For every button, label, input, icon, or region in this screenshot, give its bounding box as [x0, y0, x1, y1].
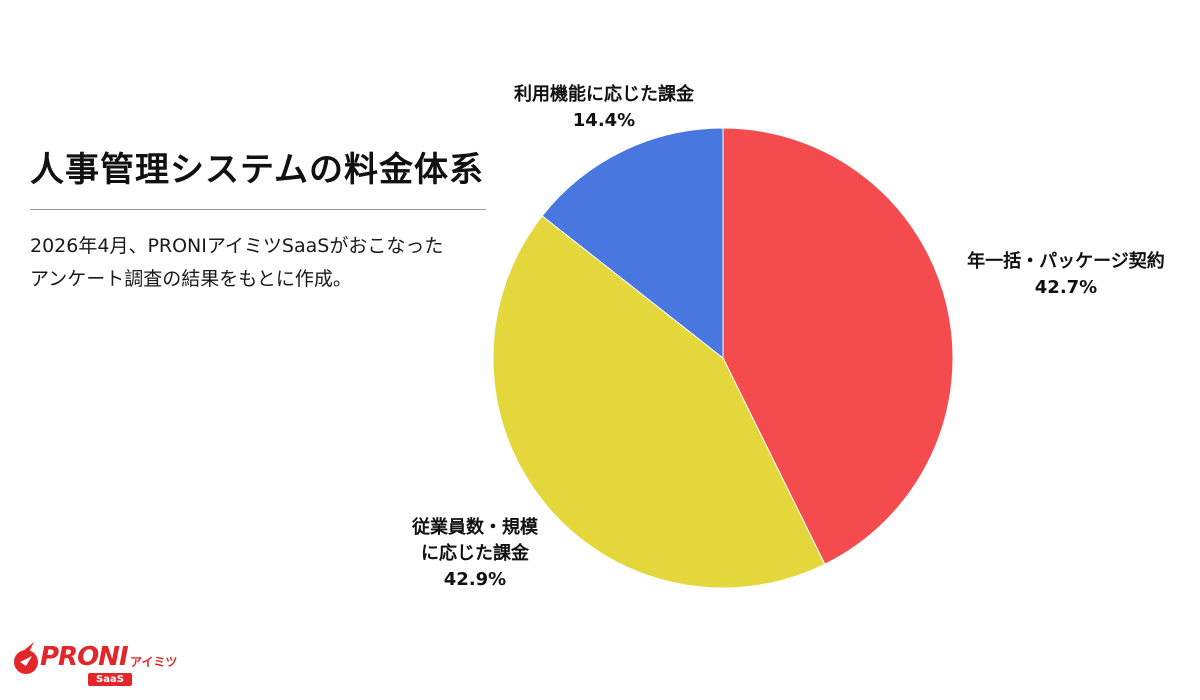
slice-1-category-label: 年一括・パッケージ契約	[967, 250, 1165, 272]
slice-1-value-label: 42.7%	[1035, 277, 1097, 298]
title-divider	[30, 209, 486, 210]
pie-slice-1	[722, 127, 954, 565]
slice-2-category-label: 従業員数・規模	[411, 516, 539, 538]
logo-kana: アイミツ	[130, 655, 178, 669]
slice-3-value-label: 14.4%	[573, 110, 635, 131]
slice-3-category-label: 利用機能に応じた課金	[514, 83, 695, 105]
logo-saas-badge: SaaS	[88, 673, 132, 686]
pie-slice-2	[492, 215, 826, 589]
page-title: 人事管理システムの料金体系	[30, 150, 484, 190]
slice-2-category-label: に応じた課金	[421, 542, 530, 564]
brand-logo: PRONI アイミツ SaaS	[12, 636, 182, 690]
description: 2026年4月、PRONIアイミツSaaSがおこなった アンケート調査の結果をも…	[30, 230, 490, 296]
logo-mark-icon	[14, 642, 38, 674]
pie-slice-3	[541, 127, 724, 360]
slice-2-value-label: 42.9%	[444, 569, 506, 590]
description-line-1: 2026年4月、PRONIアイミツSaaSがおこなった	[30, 235, 444, 257]
logo-wordmark: PRONI	[40, 642, 129, 672]
description-line-2: アンケート調査の結果をもとに作成。	[30, 268, 352, 290]
